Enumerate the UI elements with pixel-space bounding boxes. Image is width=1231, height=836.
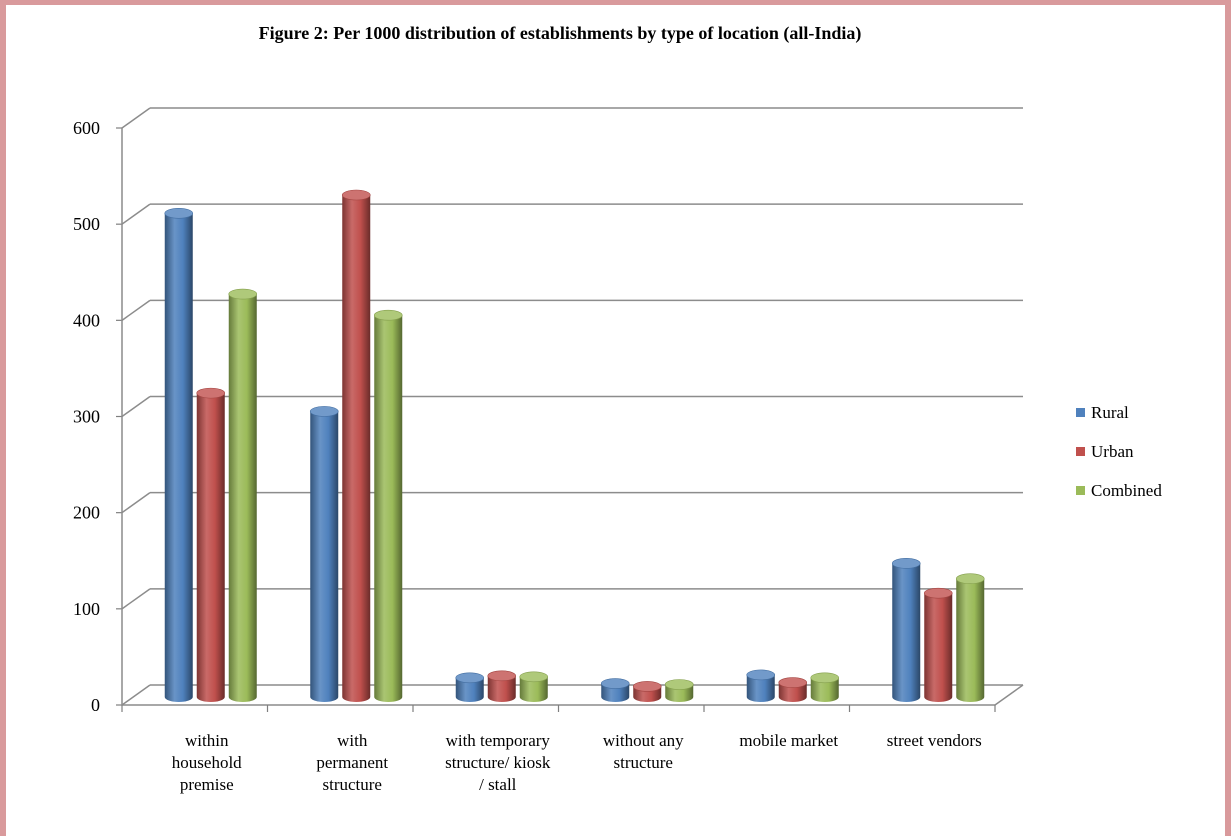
bar-body xyxy=(519,676,548,703)
bar-body xyxy=(374,315,403,703)
y-tick-label: 600 xyxy=(73,118,100,138)
x-category-label: street vendors xyxy=(887,731,982,750)
bar-urban-1 xyxy=(341,189,371,703)
gridline-diagonal xyxy=(121,588,151,610)
y-tick-label: 100 xyxy=(73,599,100,619)
bar-body xyxy=(778,682,807,703)
legend-item-combined: Combined xyxy=(1076,481,1162,500)
bar-top xyxy=(487,670,517,682)
y-tick-label: 400 xyxy=(73,310,100,330)
bar-urban-4 xyxy=(778,677,808,703)
gridline-diagonal xyxy=(121,203,151,225)
floor-edge xyxy=(994,684,1024,706)
bar-body xyxy=(956,578,985,703)
bar-top xyxy=(455,672,485,684)
bar-combined-5 xyxy=(955,573,985,703)
bar-body xyxy=(924,593,953,703)
bar-top xyxy=(196,387,226,399)
x-category-label: with permanent structure xyxy=(316,731,388,794)
bar-top xyxy=(778,677,808,688)
legend: Rural Urban Combined xyxy=(1076,403,1162,500)
y-tick-label: 0 xyxy=(91,695,100,715)
bar-body xyxy=(810,677,839,703)
y-tick-labels: 0 100 200 300 400 500 600 xyxy=(73,118,100,715)
bar-top xyxy=(746,669,776,681)
gridline-diagonal xyxy=(121,492,151,514)
bar-rural-3 xyxy=(600,678,630,703)
gridline-diagonal xyxy=(121,299,151,321)
legend-label: Combined xyxy=(1091,481,1162,500)
x-category-label: mobile market xyxy=(739,731,838,750)
legend-item-urban: Urban xyxy=(1076,442,1134,461)
axes xyxy=(116,127,1024,712)
bar-top xyxy=(228,288,258,300)
bar-body xyxy=(310,411,339,703)
bar-rural-0 xyxy=(164,207,194,703)
bar-rural-2 xyxy=(455,672,485,703)
bar-combined-2 xyxy=(519,671,549,703)
legend-swatch xyxy=(1076,486,1085,495)
bar-body xyxy=(892,563,921,703)
bar-urban-0 xyxy=(196,387,226,703)
bar-top xyxy=(519,671,549,683)
y-tick-label: 200 xyxy=(73,503,100,523)
bar-top xyxy=(810,672,840,684)
bar-urban-2 xyxy=(487,670,517,703)
bar-top xyxy=(891,558,921,569)
bar-body xyxy=(228,294,257,703)
bar-top xyxy=(632,681,662,692)
gridline-diagonal xyxy=(121,684,151,706)
bar-top xyxy=(600,678,630,689)
bar-combined-1 xyxy=(373,309,403,703)
gridline-diagonal xyxy=(121,395,151,418)
x-category-labels: within household premise with permanent struc… xyxy=(172,731,982,794)
bar-rural-1 xyxy=(309,406,339,703)
bar-rural-5 xyxy=(891,558,921,703)
bar-urban-3 xyxy=(632,681,662,703)
bar-combined-4 xyxy=(810,672,840,703)
y-tick-label: 300 xyxy=(73,407,100,427)
legend-label: Rural xyxy=(1091,403,1129,422)
bar-top xyxy=(164,207,194,219)
bar-top xyxy=(955,573,985,585)
chart-title: Figure 2: Per 1000 distribution of estab… xyxy=(259,23,862,44)
bar-combined-0 xyxy=(228,288,258,703)
x-category-label: within household premise xyxy=(172,731,242,794)
bars xyxy=(164,189,985,703)
bar-top xyxy=(664,679,694,690)
bar-body xyxy=(455,677,484,703)
bar-combined-3 xyxy=(664,679,694,703)
x-category-label: without any structure xyxy=(603,731,684,772)
legend-swatch xyxy=(1076,408,1085,417)
legend-label: Urban xyxy=(1091,442,1134,461)
bar-top xyxy=(923,587,953,599)
gridlines xyxy=(121,107,1023,706)
gridline-diagonal xyxy=(121,107,151,129)
legend-swatch xyxy=(1076,447,1085,456)
bar-top xyxy=(309,406,339,417)
bar-body xyxy=(746,674,775,703)
legend-item-rural: Rural xyxy=(1076,403,1129,422)
bar-body xyxy=(342,195,371,703)
bar-body xyxy=(487,675,516,703)
bar-rural-4 xyxy=(746,669,776,703)
bar-urban-5 xyxy=(923,587,953,703)
bar-top xyxy=(373,309,403,321)
bar-body xyxy=(196,393,225,703)
y-tick-label: 500 xyxy=(73,214,100,234)
bar-body xyxy=(164,213,193,703)
bar-top xyxy=(341,189,371,201)
x-category-label: with temporary structure/ kiosk / stall xyxy=(445,731,551,794)
